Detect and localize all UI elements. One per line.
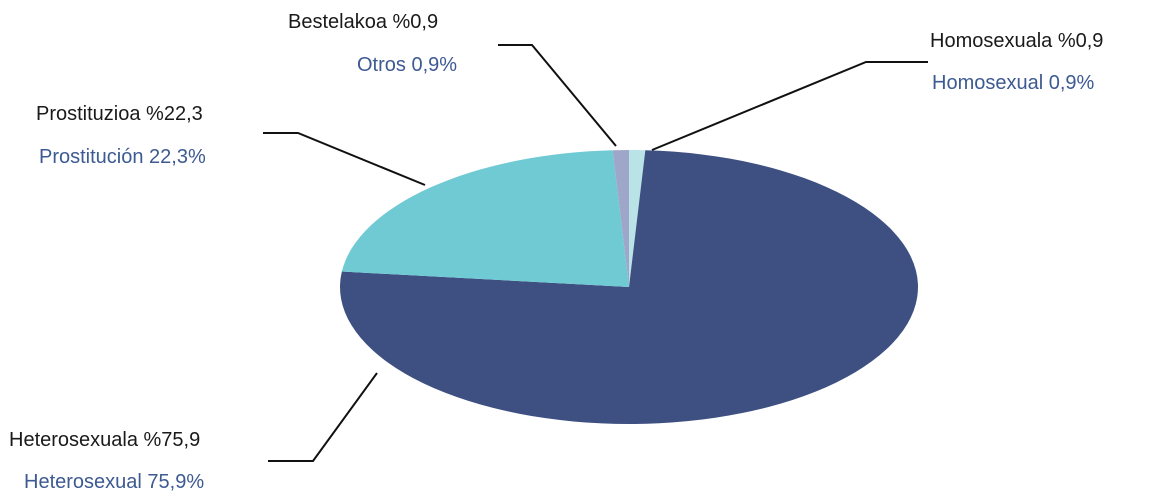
label-heterosexual-es: Heterosexual 75,9% xyxy=(24,471,204,493)
label-homosexual-es: Homosexual 0,9% xyxy=(932,72,1095,94)
leader-line-prostitucion xyxy=(263,132,426,186)
pie-slice-otros xyxy=(612,150,629,287)
leader-line-heterosexual xyxy=(268,372,378,462)
label-otros-es: Otros 0,9% xyxy=(357,54,457,76)
leader-lines xyxy=(263,44,928,462)
pie-slice-prostitucion xyxy=(341,150,629,287)
pie-slice-heterosexual xyxy=(340,150,919,425)
label-homosexual-eu: Homosexuala %0,9 xyxy=(930,30,1103,52)
pie-slices xyxy=(340,150,919,425)
label-prostitucion-es: Prostitución 22,3% xyxy=(39,146,206,168)
label-otros-eu: Bestelakoa %0,9 xyxy=(288,11,438,33)
pie-slice-homosexual xyxy=(629,150,646,287)
label-prostitucion-eu: Prostituzioa %22,3 xyxy=(36,103,203,125)
leader-line-otros xyxy=(498,44,617,147)
leader-line-homosexual xyxy=(651,61,928,151)
label-heterosexual-eu: Heterosexuala %75,9 xyxy=(9,429,200,451)
